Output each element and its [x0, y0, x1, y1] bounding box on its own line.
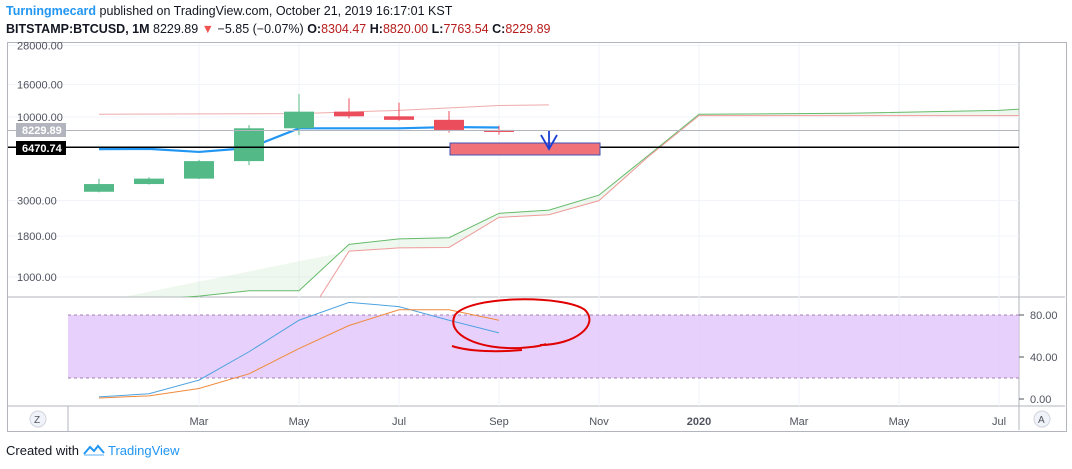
time-axis[interactable]: Mar May Jul Sep Nov 2020 Mar May Jul	[190, 416, 1007, 428]
close-value: 8229.89	[505, 22, 551, 36]
candle	[84, 178, 114, 193]
time-axis-label: Jul	[392, 416, 406, 428]
rsi-axis[interactable]: 80.00 40.00 0.00	[1019, 310, 1058, 406]
candle	[384, 102, 414, 121]
candle	[334, 98, 364, 119]
price-change: −5.85 (−0.07%)	[217, 22, 304, 36]
stoch-rsi-lines	[98, 301, 500, 399]
high-value: 8820.00	[382, 22, 429, 36]
publish-info: Turningmecard published on TradingView.c…	[6, 4, 452, 18]
cloud-fill	[122, 109, 1019, 297]
candle-body	[84, 184, 114, 192]
time-axis-label: May	[289, 416, 310, 428]
tradingview-brand[interactable]: TradingView	[108, 443, 180, 458]
down-arrow-drawing[interactable]	[540, 131, 558, 151]
target-zone-rectangle[interactable]	[449, 142, 601, 156]
candles	[84, 94, 514, 193]
published-text: published on TradingView.com, October 21…	[99, 4, 453, 18]
tradingview-logo-icon	[82, 444, 105, 456]
time-axis-label: Mar	[790, 416, 809, 428]
last-price-marker-label: 8229.89	[22, 125, 62, 137]
freehand-circle-drawing[interactable]	[451, 298, 591, 353]
zoom-button[interactable]	[29, 410, 47, 428]
rsi-band	[68, 314, 1019, 379]
zoom-button-label: Z	[34, 415, 40, 426]
time-axis-label: May	[889, 416, 910, 428]
candle	[134, 177, 164, 185]
low-label: L:	[431, 22, 444, 36]
created-with-text: Created with	[6, 443, 79, 458]
price-axis[interactable]: 28000.00 16000.00 10000.00 3000.00 1800.00 10…	[17, 40, 63, 284]
candle-body	[134, 178, 164, 185]
low-value: 7763.54	[443, 22, 489, 36]
price-axis-label: 1000.00	[17, 272, 57, 284]
candle	[184, 159, 214, 179]
time-axis-label: Nov	[589, 416, 609, 428]
cloud-group	[122, 108, 1019, 297]
rsi-axis-label: 40.00	[1030, 352, 1058, 364]
ichimoku-cloud	[122, 108, 1019, 297]
level-marker-label: 6470.74	[22, 143, 63, 155]
close-label: C:	[492, 22, 506, 36]
candle	[284, 94, 314, 136]
candle	[434, 111, 464, 133]
candle-body	[284, 111, 314, 129]
candle-body	[334, 111, 364, 117]
candle	[234, 125, 264, 166]
last-price: 8229.89	[153, 22, 199, 36]
high-label: H:	[369, 22, 383, 36]
rsi-axis-label: 80.00	[1030, 310, 1058, 322]
open-label: O:	[307, 22, 322, 36]
candle-body	[234, 128, 264, 162]
lagging-line	[98, 104, 550, 115]
rsi-series-line	[98, 309, 500, 399]
grid-lines	[8, 43, 1019, 406]
price-axis-label: 16000.00	[17, 79, 63, 91]
candle-body	[384, 116, 414, 120]
time-axis-label: Jul	[992, 416, 1006, 428]
time-axis-label: Sep	[489, 416, 509, 428]
price-axis-label: 1800.00	[17, 231, 57, 243]
rsi-series-line	[98, 301, 500, 398]
cloud-lower-edge	[319, 250, 350, 297]
lagging-polyline	[98, 104, 550, 115]
rsi-axis-label: 0.00	[1030, 394, 1051, 406]
price-axis-label: 10000.00	[17, 112, 63, 124]
time-axis-label: 2020	[687, 416, 711, 428]
rsi-band-fill	[68, 315, 1019, 378]
auto-scale-button-label: A	[1038, 415, 1045, 426]
open-value: 8304.47	[321, 22, 367, 36]
down-arrow-icon: ▼	[201, 22, 215, 36]
cloud-upper-line	[179, 108, 1019, 297]
symbol-title: BITSTAMP:BTCUSD, 1M	[6, 22, 150, 36]
last-price-marker	[16, 123, 66, 137]
candle-body	[434, 119, 464, 130]
chart-frame	[7, 42, 1067, 432]
price-axis-label: 3000.00	[17, 196, 57, 208]
cloud-lower-line	[348, 115, 1019, 252]
symbol-info-bar: BITSTAMP:BTCUSD, 1M 8229.89 ▼ −5.85 (−0.…	[6, 22, 551, 36]
time-axis-label: Mar	[190, 416, 209, 428]
author-link[interactable]: Turningmecard	[6, 4, 97, 18]
footer: Created with TradingView	[6, 443, 180, 458]
auto-scale-button[interactable]	[1033, 410, 1051, 428]
candle-body	[184, 161, 214, 179]
price-axis-label: 28000.00	[17, 40, 63, 52]
level-marker	[16, 141, 66, 155]
